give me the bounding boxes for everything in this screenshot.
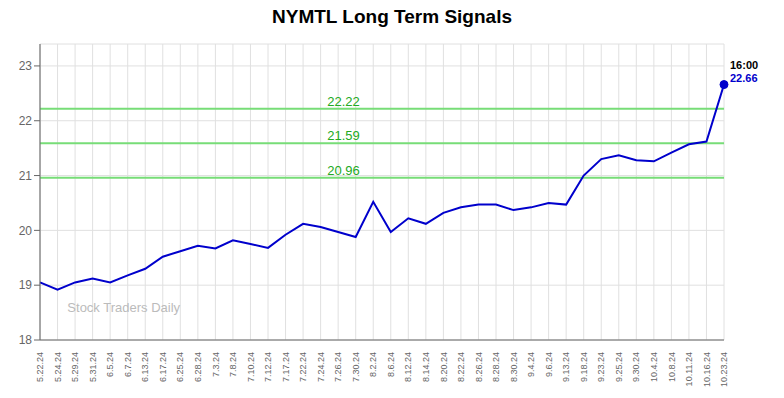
- svg-text:9.30.24: 9.30.24: [631, 352, 641, 382]
- svg-text:6.25.24: 6.25.24: [175, 352, 185, 382]
- svg-text:5.22.24: 5.22.24: [35, 352, 45, 382]
- svg-text:7.12.24: 7.12.24: [263, 352, 273, 382]
- svg-text:6.28.24: 6.28.24: [193, 352, 203, 382]
- svg-text:5.24.24: 5.24.24: [53, 352, 63, 382]
- svg-text:6.7.24: 6.7.24: [123, 352, 133, 377]
- svg-text:5.29.24: 5.29.24: [70, 352, 80, 382]
- svg-text:8.14.24: 8.14.24: [421, 352, 431, 382]
- svg-text:18: 18: [19, 333, 33, 347]
- svg-text:9.6.24: 9.6.24: [544, 352, 554, 377]
- svg-text:7.8.24: 7.8.24: [228, 352, 238, 377]
- svg-text:9.13.24: 9.13.24: [561, 352, 571, 382]
- html-text:NYMTL Long Term Signals: NYMTL Long Term Signals: [272, 6, 512, 27]
- svg-text:7.17.24: 7.17.24: [281, 352, 291, 382]
- svg-text:19: 19: [19, 278, 33, 292]
- svg-text:5.31.24: 5.31.24: [88, 352, 98, 382]
- svg-text:8.28.24: 8.28.24: [491, 352, 501, 382]
- svg-text:8.30.24: 8.30.24: [509, 352, 519, 382]
- svg-text:9.4.24: 9.4.24: [526, 352, 536, 377]
- svg-text:8.22.24: 8.22.24: [456, 352, 466, 382]
- svg-text:7.30.24: 7.30.24: [351, 352, 361, 382]
- svg-text:9.23.24: 9.23.24: [596, 352, 606, 382]
- svg-text:16:00: 16:00: [730, 59, 758, 71]
- svg-text:9.25.24: 9.25.24: [614, 352, 624, 382]
- svg-text:10.16.24: 10.16.24: [702, 352, 712, 387]
- svg-text:20.96: 20.96: [327, 163, 360, 178]
- svg-text:9.18.24: 9.18.24: [579, 352, 589, 382]
- svg-text:21: 21: [19, 169, 33, 183]
- svg-text:7.22.24: 7.22.24: [298, 352, 308, 382]
- svg-text:6.13.24: 6.13.24: [140, 352, 150, 382]
- svg-text:8.6.24: 8.6.24: [386, 352, 396, 377]
- svg-text:10.23.24: 10.23.24: [719, 352, 729, 387]
- svg-text:7.26.24: 7.26.24: [333, 352, 343, 382]
- svg-text:21.59: 21.59: [327, 128, 360, 143]
- svg-text:10.4.24: 10.4.24: [649, 352, 659, 382]
- svg-text:7.3.24: 7.3.24: [211, 352, 221, 377]
- svg-text:8.12.24: 8.12.24: [403, 352, 413, 382]
- svg-text:23: 23: [19, 59, 33, 73]
- svg-text:10.11.24: 10.11.24: [684, 352, 694, 386]
- svg-text:6.17.24: 6.17.24: [158, 352, 168, 382]
- html-text:Stock Traders Daily: Stock Traders Daily: [67, 300, 181, 316]
- svg-text:10.8.24: 10.8.24: [667, 352, 677, 382]
- svg-text:22: 22: [19, 114, 33, 128]
- svg-text:22.66: 22.66: [730, 72, 758, 84]
- svg-text:7.24.24: 7.24.24: [316, 352, 326, 382]
- svg-text:8.20.24: 8.20.24: [439, 352, 449, 382]
- svg-text:20: 20: [19, 224, 33, 238]
- svg-text:8.2.24: 8.2.24: [368, 352, 378, 377]
- svg-text:8.26.24: 8.26.24: [474, 352, 484, 382]
- svg-text:22.22: 22.22: [327, 94, 360, 109]
- svg-text:7.10.24: 7.10.24: [246, 352, 256, 382]
- svg-text:6.5.24: 6.5.24: [105, 352, 115, 377]
